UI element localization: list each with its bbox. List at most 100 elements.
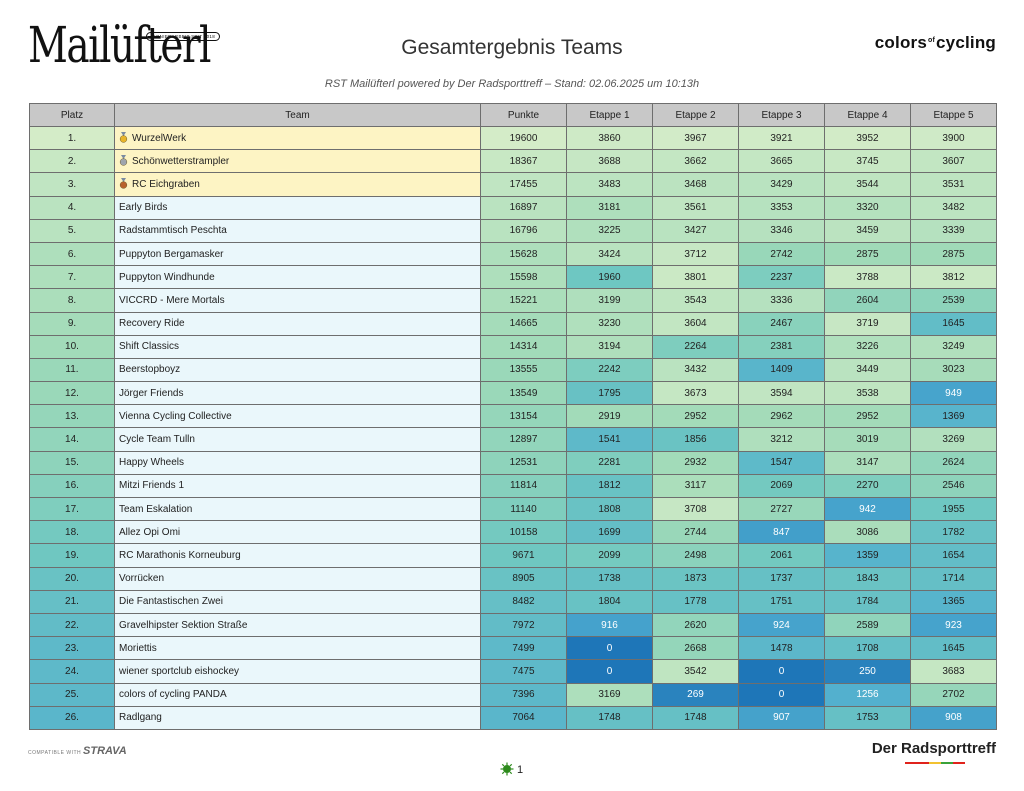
cell-etappe-4: 3459	[824, 218, 911, 243]
cell-etappe-1: 2099	[566, 543, 653, 568]
cell-etappe-5: 908	[910, 705, 997, 730]
cell-etappe-4: 3952	[824, 125, 911, 151]
cell-punkte: 13555	[480, 357, 567, 383]
cell-etappe-1: 1812	[566, 473, 653, 499]
cell-etappe-1: 1738	[566, 566, 653, 591]
team-name: colors of cycling PANDA	[119, 689, 227, 701]
cell-etappe-4: 3226	[824, 334, 911, 359]
team-name: Vienna Cycling Collective	[119, 410, 232, 422]
page-number: 1	[517, 764, 524, 776]
cell-etappe-2: 3662	[652, 149, 739, 174]
cell-etappe-1: 3230	[566, 311, 653, 336]
cell-team: Radstammtisch Peschta	[114, 218, 481, 243]
cell-etappe-1: 2281	[566, 450, 653, 475]
cell-etappe-5: 1645	[910, 636, 997, 661]
cell-team: Happy Wheels	[114, 450, 481, 475]
table-row: 9. Recovery Ride 14665 3230 3604 2467 3719 1645	[29, 311, 997, 336]
cell-platz: 9.	[29, 311, 115, 336]
cell-platz: 15.	[29, 450, 115, 475]
cell-etappe-3: 0	[738, 659, 825, 684]
cell-team: Team Eskalation	[114, 496, 481, 522]
cell-platz: 1.	[29, 125, 115, 151]
cell-etappe-5: 1369	[910, 404, 997, 429]
cell-etappe-2: 3468	[652, 172, 739, 197]
cell-platz: 6.	[29, 241, 115, 267]
cell-punkte: 7396	[480, 682, 567, 707]
cell-etappe-3: 2962	[738, 404, 825, 429]
table-row: 16. Mitzi Friends 1 11814 1812 3117 2069 2270 2…	[29, 473, 997, 499]
cell-etappe-2: 3673	[652, 381, 739, 406]
table-row: 23. Moriettis 7499 0 2668 1478 1708 1645	[29, 636, 997, 661]
cell-punkte: 12897	[480, 427, 567, 452]
cell-etappe-1: 1804	[566, 589, 653, 614]
cell-platz: 13.	[29, 404, 115, 429]
cell-team: Jörger Friends	[114, 381, 481, 406]
cell-team: Allez Opi Omi	[114, 520, 481, 545]
cell-etappe-3: 1478	[738, 636, 825, 661]
cell-etappe-4: 1708	[824, 636, 911, 661]
radsporttreff-color-bar	[904, 762, 965, 764]
table-header-row: Platz Team Punkte Etappe 1 Etappe 2 Etap…	[29, 103, 997, 127]
cell-platz: 26.	[29, 705, 115, 730]
cell-platz: 3.	[29, 172, 115, 197]
logo-wordmark: Mailüfterl	[28, 16, 212, 74]
table-row: 14. Cycle Team Tulln 12897 1541 1856 3212 3019…	[29, 427, 997, 452]
cell-etappe-4: 2952	[824, 404, 911, 429]
cell-etappe-5: 1714	[910, 566, 997, 591]
cell-etappe-5: 3339	[910, 218, 997, 243]
cell-etappe-2: 3543	[652, 288, 739, 313]
team-name: Radlgang	[119, 712, 162, 724]
cell-etappe-5: 3249	[910, 334, 997, 359]
cell-punkte: 18367	[480, 149, 567, 174]
team-name: Beerstopboyz	[119, 364, 181, 376]
cell-etappe-5: 1955	[910, 496, 997, 522]
mailuefterl-logo: Mailüfterl PIONIERARBEIT SEIT 2018	[28, 14, 228, 76]
table-row: 7. Puppyton Windhunde 15598 1960 3801 2237 378…	[29, 265, 997, 290]
cell-etappe-3: 1737	[738, 566, 825, 591]
cell-etappe-5: 3269	[910, 427, 997, 452]
team-name: Puppyton Windhunde	[119, 271, 215, 283]
cell-etappe-5: 1654	[910, 543, 997, 568]
strava-prefix: COMPATIBLE WITH	[28, 750, 82, 756]
cell-team: Moriettis	[114, 636, 481, 661]
cell-etappe-3: 3429	[738, 172, 825, 197]
cell-team: Mitzi Friends 1	[114, 473, 481, 499]
cell-etappe-5: 3531	[910, 172, 997, 197]
table-row: 18. Allez Opi Omi 10158 1699 2744 847 3086 1782	[29, 520, 997, 545]
cell-etappe-5: 2624	[910, 450, 997, 475]
cell-punkte: 16796	[480, 218, 567, 243]
cell-etappe-3: 3346	[738, 218, 825, 243]
cell-etappe-1: 3199	[566, 288, 653, 313]
cell-etappe-4: 1753	[824, 705, 911, 730]
cell-etappe-3: 2069	[738, 473, 825, 499]
cell-etappe-5: 2875	[910, 241, 997, 267]
table-row: 12. Jörger Friends 13549 1795 3673 3594 3538 94…	[29, 381, 997, 406]
cell-platz: 24.	[29, 659, 115, 684]
cell-etappe-1: 3688	[566, 149, 653, 174]
cell-etappe-3: 1547	[738, 450, 825, 475]
cell-platz: 5.	[29, 218, 115, 243]
team-name: Radstammtisch Peschta	[119, 225, 227, 237]
cell-platz: 4.	[29, 195, 115, 220]
cell-etappe-2: 1778	[652, 589, 739, 614]
logo-word-of: of	[928, 37, 936, 44]
cell-punkte: 16897	[480, 195, 567, 220]
cell-etappe-1: 3424	[566, 241, 653, 267]
table-row: 13. Vienna Cycling Collective 13154 2919 295…	[29, 404, 997, 429]
cell-etappe-3: 3336	[738, 288, 825, 313]
cell-punkte: 15628	[480, 241, 567, 267]
radsporttreff-logo: Der Radsporttreff	[872, 740, 996, 764]
page-subtitle: RST Mailüfterl powered by Der Radsporttr…	[324, 78, 700, 90]
table-row: 2. Schönwetterstrampler 18367 3688 3662 3665 3…	[29, 149, 997, 174]
cell-etappe-2: 3708	[652, 496, 739, 522]
cell-team: wiener sportclub eishockey	[114, 659, 481, 684]
team-name: Moriettis	[119, 642, 157, 654]
cell-etappe-3: 0	[738, 682, 825, 707]
column-header-etappe-1: Etappe 1	[566, 103, 653, 127]
team-name: Happy Wheels	[119, 457, 185, 469]
team-name: Die Fantastischen Zwei	[119, 596, 223, 608]
cell-etappe-2: 3427	[652, 218, 739, 243]
cell-punkte: 7064	[480, 705, 567, 730]
cell-etappe-2: 3967	[652, 125, 739, 151]
cell-punkte: 7475	[480, 659, 567, 684]
